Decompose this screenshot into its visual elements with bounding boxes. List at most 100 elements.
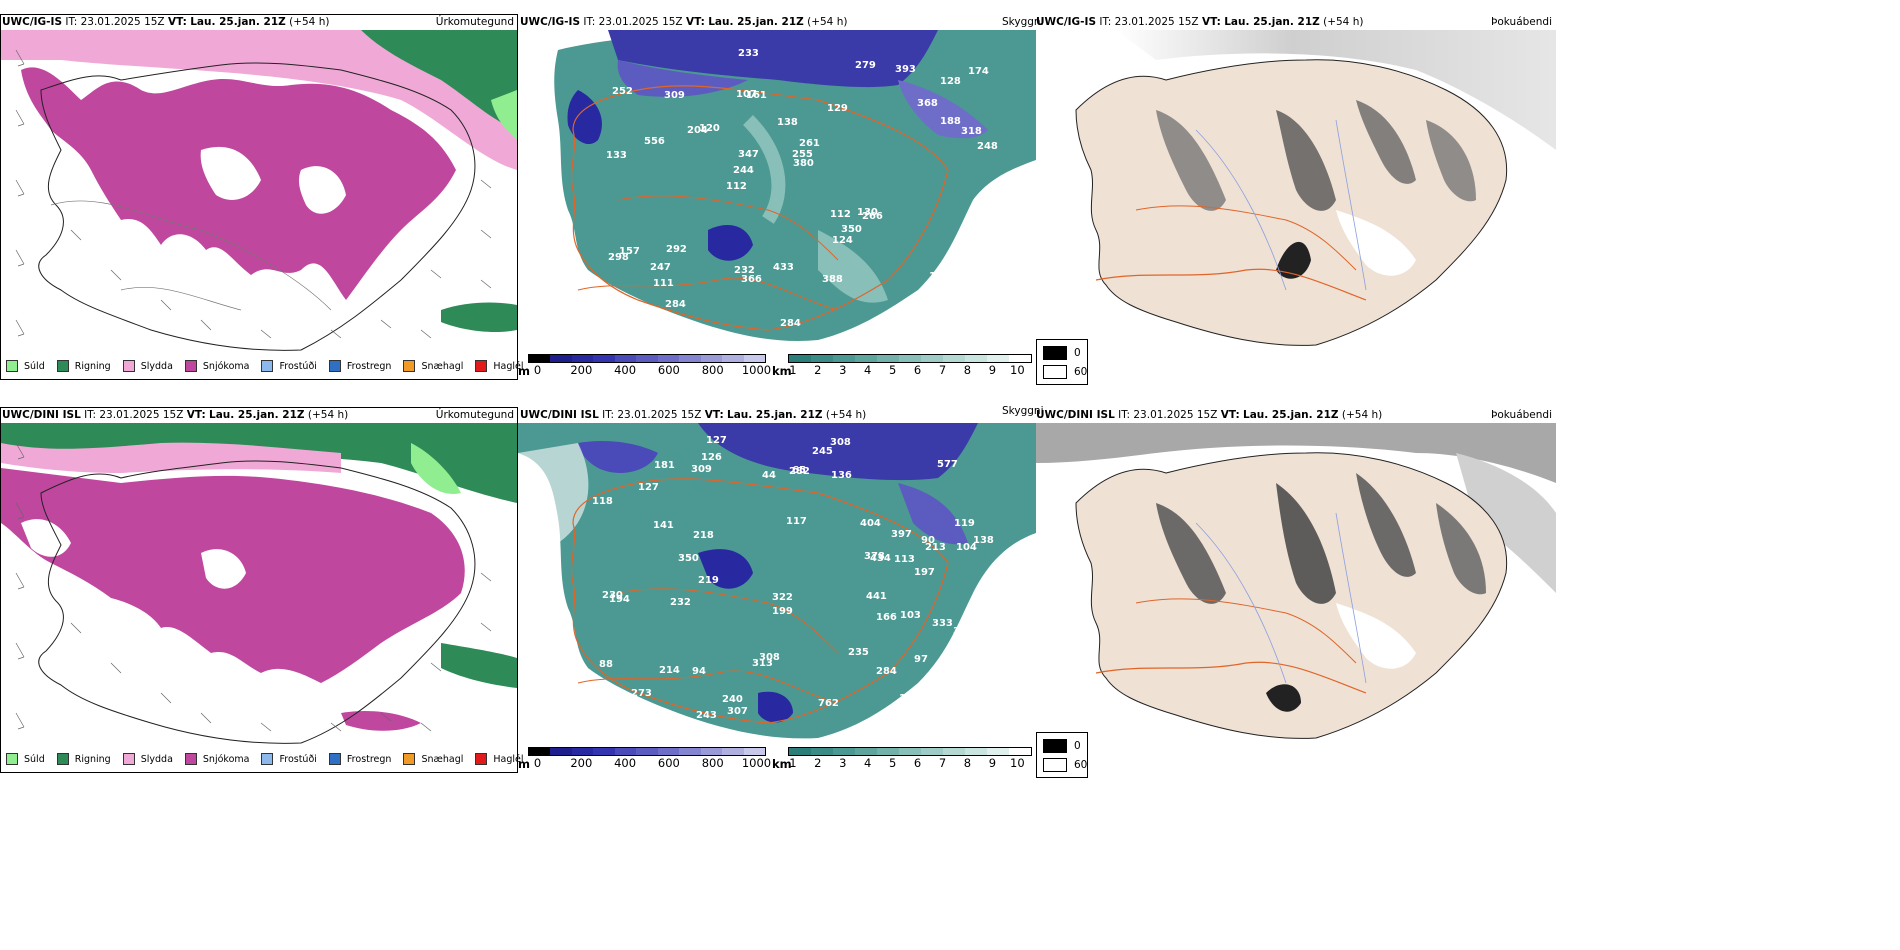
legend-swatch	[184, 753, 197, 765]
scale-cell	[700, 748, 723, 755]
scale-tick-label: 800	[701, 363, 724, 377]
scale-tick-label: 400	[614, 756, 637, 770]
cloud-base-value: 53	[920, 705, 934, 716]
fog-map[interactable]	[1036, 30, 1556, 355]
cloud-base-value: 128	[940, 76, 961, 87]
cloud-base-value: 120	[699, 123, 720, 134]
visibility-scalebar: 1 2 3 4 5 6 7 8 9 10	[788, 747, 1032, 770]
cloud-base-value: 112	[830, 209, 851, 220]
scale-cell	[921, 748, 943, 755]
cloud-base-value: 187	[929, 271, 950, 282]
cloud-base-value: 127	[638, 482, 659, 493]
vt-value: Lau. 25.jan. 21Z	[1243, 409, 1339, 421]
fog-swatch	[1043, 346, 1067, 360]
precip-panel-top: UWC/IG-IS IT: 23.01.2025 15Z VT: Lau. 25…	[0, 14, 524, 380]
legend-item: Rigning	[56, 360, 111, 372]
legend-label: Súld	[24, 753, 45, 765]
it-value: 23.01.2025 15Z	[80, 16, 165, 28]
scale-cells	[788, 747, 1032, 756]
scale-tick-label: 1	[789, 363, 797, 377]
cloud-base-value: 347	[738, 149, 759, 160]
it-label: IT:	[1118, 409, 1131, 421]
cloud-base-value: 186	[899, 693, 920, 704]
legend-item: Frostregn	[328, 360, 392, 372]
cloud-base-value: 138	[777, 117, 798, 128]
cloud-base-value: 230	[602, 590, 623, 601]
legend-item: Snæhagl	[403, 753, 463, 765]
precip-panel-bottom: UWC/DINI ISL IT: 23.01.2025 15Z VT: Lau.…	[0, 407, 524, 773]
scale-ticks: 1 2 3 4 5 6 7 8 9 10	[788, 756, 1032, 770]
cloud-base-value: 130	[857, 207, 878, 218]
cloud-base-value: 307	[727, 706, 748, 717]
product-title-fog: Þokuábendi	[1491, 409, 1552, 421]
scale-cell	[529, 355, 551, 362]
precip-map[interactable]	[1, 423, 517, 748]
cloud-base-value: 65	[792, 465, 806, 476]
vt-value: Lau. 25.jan. 21Z	[209, 409, 305, 421]
scale-ticks: 0 200 400 600 800 1000	[528, 363, 771, 377]
scale-tick-label: 3	[839, 756, 847, 770]
it-label: IT:	[602, 409, 615, 421]
fog-legend-row: 60	[1043, 365, 1087, 379]
fog-legend-row: 0	[1043, 346, 1081, 360]
fog-map[interactable]	[1036, 423, 1556, 748]
vt-value: Lau. 25.jan. 21Z	[708, 16, 804, 28]
scale-cell	[899, 355, 921, 362]
scale-cell	[593, 748, 615, 755]
cloud-base-value: 112	[726, 181, 747, 192]
cloud-base-value: 213	[925, 542, 946, 553]
legend-label: Frostregn	[346, 360, 392, 372]
cloud-base-value: 244	[733, 165, 754, 176]
cloud-base-value: 119	[954, 518, 975, 529]
scale-tick-label: 9	[988, 363, 997, 377]
scale-tick-label: 4	[864, 756, 872, 770]
cloud-base-value: 112	[590, 290, 611, 301]
scale-cell	[1009, 748, 1031, 755]
scale-cell	[811, 748, 833, 755]
cloud-map[interactable]: 332 133 128 112 129 104 107 138 157 120 112 111 161 2…	[518, 30, 1036, 355]
panel-header: UWC/DINI ISL IT: 23.01.2025 15Z VT: Lau.…	[1036, 407, 1556, 423]
scale-cell	[614, 355, 637, 362]
lead-time: (+54 h)	[807, 16, 848, 28]
cloud-base-value: 368	[917, 98, 938, 109]
cloud-base-value: 233	[738, 48, 759, 59]
model-name: UWC/DINI ISL	[1036, 409, 1115, 421]
cloud-base-value: 317	[901, 302, 922, 313]
it-value: 23.01.2025 15Z	[598, 16, 683, 28]
scale-cell	[855, 748, 877, 755]
cloud-base-value: 322	[772, 592, 793, 603]
visibility-unit: km	[772, 757, 792, 771]
cloud-base-value: 366	[741, 274, 762, 285]
panel-header: UWC/IG-IS IT: 23.01.2025 15Z VT: Lau. 25…	[1036, 14, 1556, 30]
scale-cell	[593, 355, 615, 362]
cloud-base-value: 219	[698, 575, 719, 586]
cloud-base-value: 138	[973, 535, 994, 546]
fog-swatch	[1043, 365, 1067, 379]
cloud-panel-bottom: UWC/DINI ISL IT: 23.01.2025 15Z VT: Lau.…	[518, 407, 1036, 773]
cloud-base-value: 161	[746, 90, 767, 101]
cloud-base-unit: m	[518, 757, 530, 771]
legend-label: Slydda	[140, 753, 173, 765]
scale-cell	[789, 748, 811, 755]
cloud-base-value: 133	[606, 150, 627, 161]
cloud-base-value: 44	[762, 470, 776, 481]
cloud-base-value: 284	[780, 318, 801, 329]
cloud-base-value: 90	[921, 535, 935, 546]
legend-item: Frostregn	[328, 753, 391, 765]
scale-cell	[550, 355, 572, 362]
precip-map[interactable]	[1, 30, 517, 355]
scale-cell	[943, 355, 965, 362]
cloud-base-value: 214	[659, 665, 680, 676]
it-value: 23.01.2025 15Z	[1133, 409, 1218, 421]
product-title-precip: Úrkomutegund	[435, 409, 514, 421]
legend-label: Haglél	[493, 753, 524, 765]
cloud-base-value: 204	[687, 125, 708, 136]
cloud-base-value: 261	[799, 138, 820, 149]
cloud-base-value: 434	[870, 553, 891, 564]
cloud-map[interactable]: 97 119 118 117 150 126 90 94 577 141 104 118 197 307 8…	[518, 423, 1036, 748]
cloud-base-value: 350	[678, 553, 699, 564]
it-label: IT:	[65, 16, 78, 28]
scale-tick-label: 2	[814, 363, 822, 377]
scale-cell	[833, 748, 855, 755]
scale-cell	[1009, 355, 1031, 362]
